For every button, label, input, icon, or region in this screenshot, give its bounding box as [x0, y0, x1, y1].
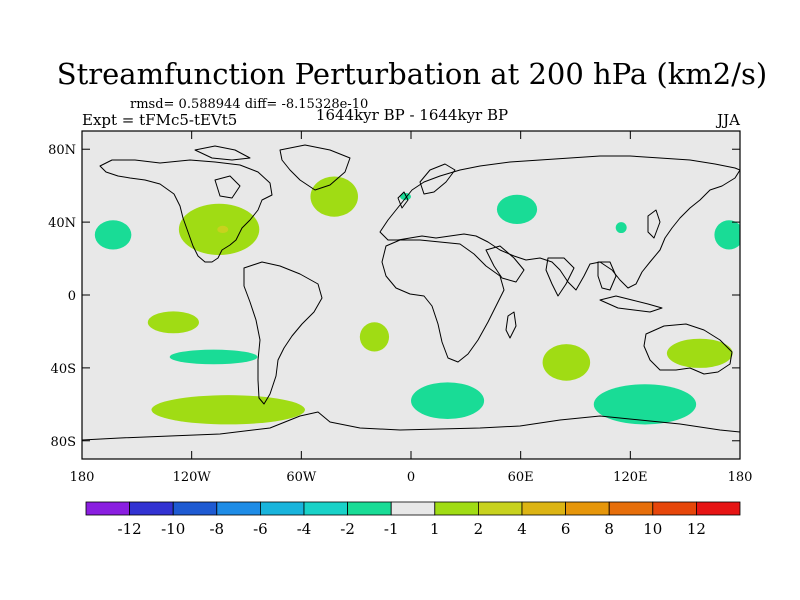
season-label: JJA — [715, 111, 740, 129]
colorbar-label: 6 — [561, 520, 571, 538]
colorbar-label: 4 — [517, 520, 527, 538]
colorbar-swatch-0 — [85, 501, 130, 516]
colorbar-label: -6 — [253, 520, 268, 538]
colorbar-swatch-2 — [172, 501, 218, 516]
coastline-new-zealand — [752, 374, 758, 392]
colorbar-label: -4 — [297, 520, 312, 538]
coastline-greenland — [279, 144, 351, 191]
colorbar-swatch-7 — [390, 501, 436, 516]
anomaly-region-3 — [310, 176, 358, 217]
lat-tick-label: 40S — [51, 362, 76, 377]
lon-tick-label: 180 — [728, 470, 753, 485]
lon-tick-label: 0 — [407, 470, 415, 485]
colorbar-label: 2 — [474, 520, 484, 538]
colorbar-swatch-9 — [477, 501, 523, 516]
anomaly-region-8 — [147, 311, 199, 334]
colorbar-swatch-4 — [259, 501, 305, 516]
colorbar-swatch-3 — [216, 501, 261, 516]
lon-tick-label: 120W — [173, 470, 212, 485]
coastline-south-america — [243, 261, 323, 405]
lon-tick-label: 60W — [286, 470, 317, 485]
anomaly-region-5 — [496, 194, 538, 224]
coastlines — [82, 144, 758, 441]
stats-line: rmsd= 0.588944 diff= -8.15328e-10 — [130, 97, 368, 112]
lat-tick-label: 0 — [68, 289, 76, 304]
colorbar-label: 10 — [643, 520, 662, 538]
coastline-hudson — [214, 175, 241, 199]
colorbar-swatch-6 — [347, 501, 392, 516]
period-label: 1644kyr BP - 1644kyr BP — [316, 106, 508, 124]
axis-ticks: 80N 40N 0 40S 80S 180 120W 60W 0 60E 120E 180 — [48, 131, 752, 485]
colorbar-swatch-10 — [521, 501, 566, 516]
coastline-africa — [381, 239, 505, 363]
colorbar-swatch-5 — [303, 501, 348, 516]
colorbar-swatch-8 — [434, 501, 479, 516]
coastline-madagascar — [505, 311, 517, 339]
coastline-scandinavia — [419, 163, 456, 195]
colorbar-label: 8 — [604, 520, 614, 538]
anomaly-region-9 — [359, 322, 390, 352]
coastline-indochina — [597, 261, 617, 291]
anomaly-region-13 — [411, 382, 485, 419]
coastline-australia — [643, 323, 733, 375]
coastline-indonesia — [599, 295, 663, 313]
colorbar-label: -1 — [384, 520, 399, 538]
anomaly-layer — [94, 176, 740, 425]
anomaly-region-6 — [615, 222, 627, 234]
lon-tick-label: 120E — [613, 470, 647, 485]
colorbar: -12 -10 -8 -6 -4 -2 -1 1 2 4 6 8 10 12 — [85, 501, 741, 538]
coastline-arctic-islands — [194, 145, 251, 161]
colorbar-label: -8 — [209, 520, 224, 538]
coastline-eurasia — [379, 155, 740, 291]
anomaly-region-10 — [169, 349, 258, 365]
lon-tick-label: 180 — [70, 470, 95, 485]
lat-tick-label: 80S — [51, 435, 76, 450]
coastline-india — [545, 257, 575, 297]
colorbar-label: -2 — [340, 520, 355, 538]
colorbar-swatch-11 — [565, 501, 610, 516]
coastline-antarctica — [82, 411, 740, 441]
colorbar-swatch-13 — [652, 501, 697, 516]
colorbar-label: -12 — [118, 520, 142, 538]
lat-tick-label: 40N — [48, 216, 76, 231]
coastline-british-isles — [397, 191, 409, 209]
colorbar-swatch-14 — [696, 501, 741, 516]
colorbar-swatch-1 — [129, 501, 174, 516]
anomaly-region-12 — [666, 338, 733, 368]
colorbar-label: -10 — [161, 520, 185, 538]
anomaly-region-2 — [217, 225, 229, 234]
coastline-japan — [647, 209, 661, 239]
anomaly-region-15 — [151, 395, 305, 425]
coastline-north-america — [99, 159, 273, 263]
main-title: Streamfunction Perturbation at 200 hPa (… — [57, 57, 767, 91]
coastline-arabia — [485, 245, 525, 283]
colorbar-label: 12 — [687, 520, 706, 538]
anomaly-region-11 — [542, 344, 591, 381]
lat-tick-label: 80N — [48, 143, 76, 158]
colorbar-label: 1 — [430, 520, 440, 538]
colorbar-swatch-12 — [608, 501, 654, 516]
anomaly-region-14 — [593, 384, 697, 425]
experiment-label: Expt = tFMc5-tEVt5 — [82, 111, 237, 129]
anomaly-region-7 — [714, 220, 740, 250]
anomaly-region-0 — [94, 220, 132, 250]
lon-tick-label: 60E — [508, 470, 534, 485]
